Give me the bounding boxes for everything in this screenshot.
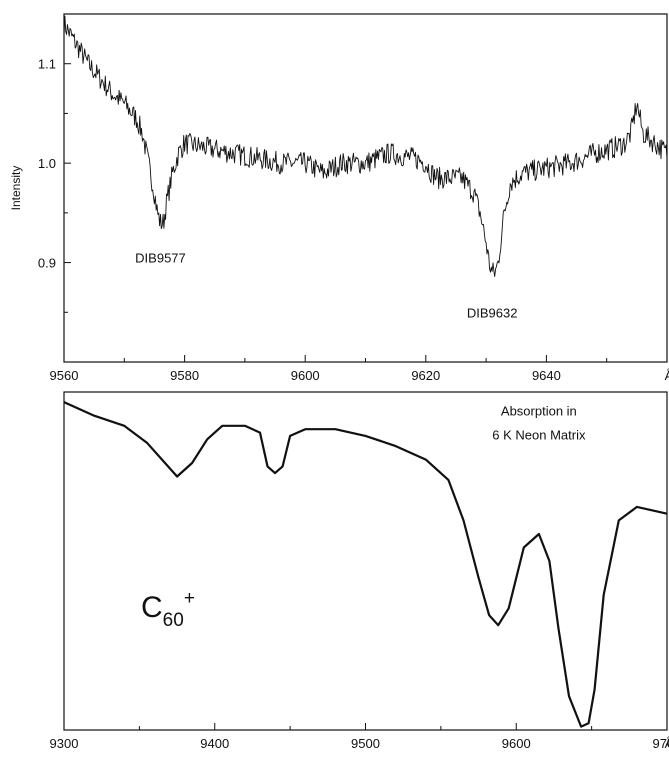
spectrum-line (63, 401, 668, 728)
x-tick-label: 9560 (50, 368, 79, 383)
x-tick-label: 9500 (351, 736, 380, 751)
x-tick-label: 9580 (170, 368, 199, 383)
bottom-panel-neon-matrix-spectrum: 9300 9400 9500 9600 9700Å Absorption in 6 K Ne… (50, 391, 669, 751)
plot-frame (63, 391, 668, 731)
y-axis-title: Intensity (9, 166, 23, 211)
spectrum-line (63, 15, 668, 277)
x-tick-label: 9620 (411, 368, 440, 383)
annotation-label: DIB9632 (467, 305, 518, 320)
y-tick-label: 1.0 (38, 156, 56, 171)
plot-frame (63, 13, 668, 363)
molecule-label: C60+ (141, 588, 195, 631)
x-unit-label: Å (665, 736, 669, 751)
x-tick-label: 9300 (50, 736, 79, 751)
x-tick-label: 9400 (200, 736, 229, 751)
annotation-label: Absorption in (501, 404, 577, 419)
y-tick-label: 0.9 (38, 256, 56, 271)
x-tick-label: 9600 (291, 368, 320, 383)
x-unit-label: Å (665, 368, 669, 383)
x-tick-label: 9600 (502, 736, 531, 751)
y-tick-label: 1.1 (38, 57, 56, 72)
x-tick-label: 9700 (653, 736, 669, 751)
top-panel-dib-spectrum: 9560 9580 9600 9620 9640 Å 0.9 1.0 1.1 Intensity D… (9, 13, 669, 383)
annotation-label: DIB9577 (135, 251, 186, 266)
annotation-label: 6 K Neon Matrix (492, 427, 586, 442)
x-tick-label: 9640 (532, 368, 561, 383)
